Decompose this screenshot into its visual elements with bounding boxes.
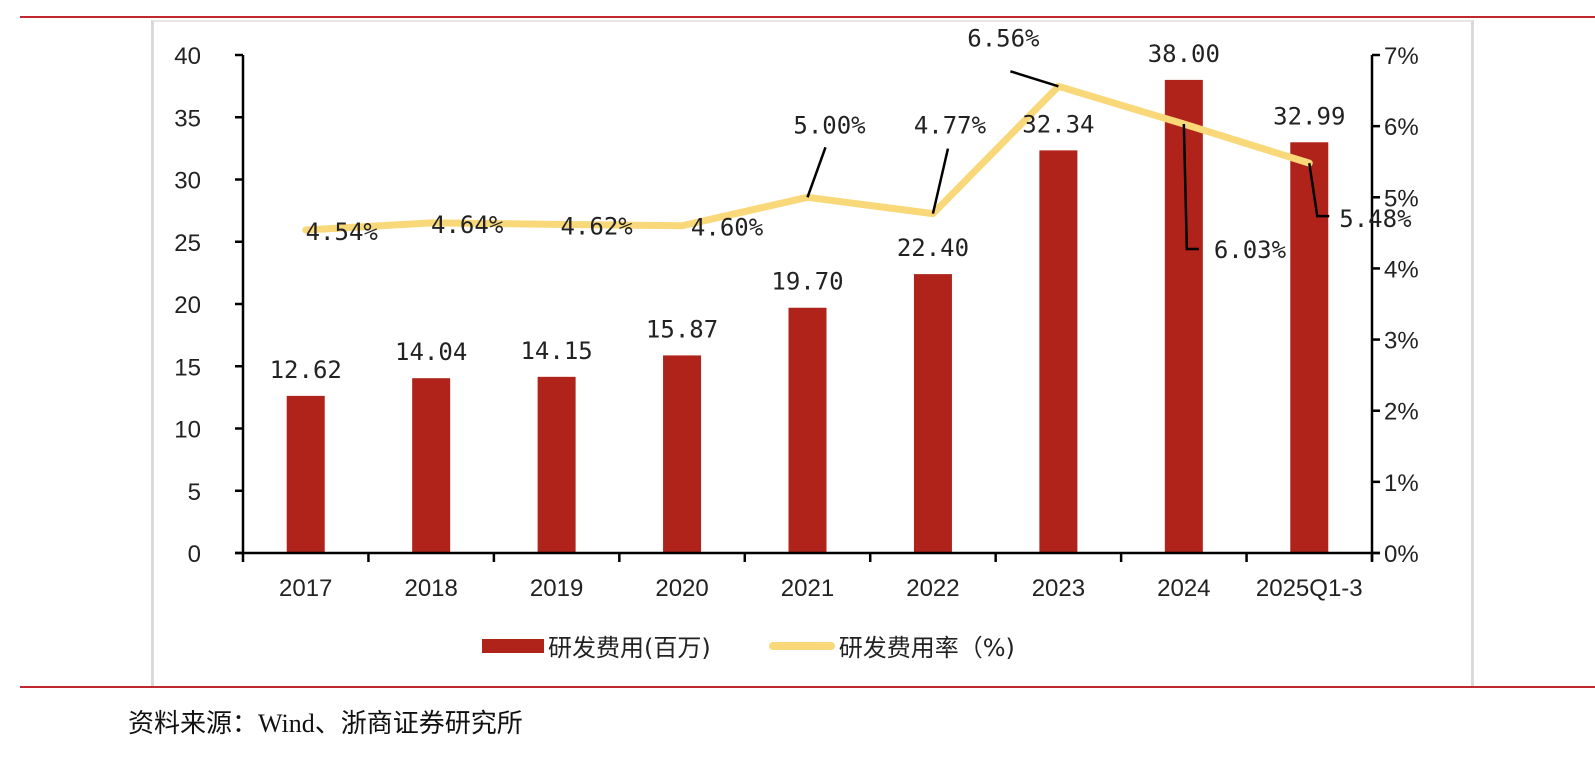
legend-bar-label: 研发费用(百万) xyxy=(548,634,711,662)
bar-value-label: 32.99 xyxy=(1273,102,1345,130)
leader-line xyxy=(931,148,950,214)
bar-2025Q1-3 xyxy=(1290,142,1329,553)
right-axis-tick-label: 3% xyxy=(1384,328,1419,355)
line-value-label: 4.62% xyxy=(560,212,633,240)
x-axis-tick-label: 2017 xyxy=(279,575,332,602)
bottom-rule xyxy=(20,686,1595,688)
line-value-label: 6.03% xyxy=(1214,236,1287,264)
line-value-label: 4.54% xyxy=(306,218,379,246)
axes: 0 5 10 15 20 25 30 35 40 0% 1% 2% 3% 4% 5% 6% 7% 2017 2018… xyxy=(174,43,1418,602)
legend-item-bar[interactable]: 研发费用(百万) xyxy=(482,628,711,663)
source-note: 资料来源：Wind、浙商证券研究所 xyxy=(128,709,523,738)
bar-value-label: 19.70 xyxy=(771,268,843,296)
line-value-label: 5.00% xyxy=(793,111,866,139)
right-axis-tick-label: 4% xyxy=(1384,256,1419,283)
leader-line xyxy=(1010,70,1059,88)
left-axis-tick-label: 25 xyxy=(174,230,201,257)
right-axis-tick-label: 5% xyxy=(1384,185,1419,212)
x-axis-tick-label: 2021 xyxy=(781,575,834,602)
bar-series xyxy=(286,79,1329,554)
x-axis-tick-label: 2025Q1-3 xyxy=(1256,575,1363,602)
line-value-label: 5.48% xyxy=(1339,205,1412,233)
left-axis-tick-label: 5 xyxy=(188,479,201,506)
x-axis-tick-label: 2018 xyxy=(404,575,457,602)
left-axis-tick-label: 20 xyxy=(174,292,201,319)
left-axis-tick-label: 35 xyxy=(174,105,201,132)
left-axis-tick-label: 0 xyxy=(188,541,201,568)
top-rule xyxy=(20,16,1595,18)
bar-2020 xyxy=(663,355,702,553)
left-axis-tick-label: 40 xyxy=(174,43,201,70)
legend-bar-swatch xyxy=(482,638,544,653)
line-value-label: 4.77% xyxy=(914,112,987,140)
x-axis-tick-label: 2024 xyxy=(1157,575,1210,602)
right-axis-tick-label: 2% xyxy=(1384,399,1419,426)
bar-value-label: 38.00 xyxy=(1148,40,1220,68)
bar-2017 xyxy=(286,395,325,553)
legend: 研发费用(百万) 研发费用率（%) xyxy=(482,628,1073,663)
line-value-label: 4.64% xyxy=(431,211,504,239)
legend-item-line[interactable]: 研发费用率（%) xyxy=(768,628,1015,663)
data-labels: 12.62 14.04 14.15 15.87 19.70 22.40 32.34 38.00… xyxy=(270,24,1412,384)
bar-value-label: 14.15 xyxy=(520,337,592,365)
right-axis-tick-label: 6% xyxy=(1384,114,1419,141)
bar-2019 xyxy=(537,376,576,553)
leader-line xyxy=(1308,162,1330,218)
left-axis-tick-label: 30 xyxy=(174,168,201,195)
line-series xyxy=(302,82,1313,234)
bar-value-label: 12.62 xyxy=(270,356,342,384)
bar-value-label: 15.87 xyxy=(646,315,718,343)
bar-value-label: 14.04 xyxy=(395,338,467,366)
line-path xyxy=(302,82,1313,234)
bar-2021 xyxy=(788,307,827,553)
leader-line xyxy=(1182,123,1199,251)
left-axis-tick-label: 10 xyxy=(174,417,201,444)
chart-frame xyxy=(151,20,1474,686)
bar-2023 xyxy=(1039,150,1078,553)
x-axis-tick-label: 2023 xyxy=(1032,575,1085,602)
line-value-label: 4.60% xyxy=(691,214,764,242)
legend-line-label: 研发费用率（%) xyxy=(838,634,1015,662)
bar-2022 xyxy=(913,274,952,553)
x-axis-tick-label: 2019 xyxy=(530,575,583,602)
right-axis-tick-label: 0% xyxy=(1384,541,1419,568)
x-axis-tick-label: 2020 xyxy=(655,575,708,602)
legend-line-swatch xyxy=(768,641,835,650)
bar-value-label: 22.40 xyxy=(897,234,969,262)
right-axis-tick-label: 7% xyxy=(1384,43,1419,70)
bar-2018 xyxy=(412,378,451,553)
line-value-label: 6.56% xyxy=(967,24,1040,52)
leader-line xyxy=(806,146,827,198)
x-axis-tick-label: 2022 xyxy=(906,575,959,602)
right-axis-tick-label: 1% xyxy=(1384,470,1419,497)
left-axis-tick-label: 15 xyxy=(174,354,201,381)
bar-value-label: 32.34 xyxy=(1022,110,1094,138)
